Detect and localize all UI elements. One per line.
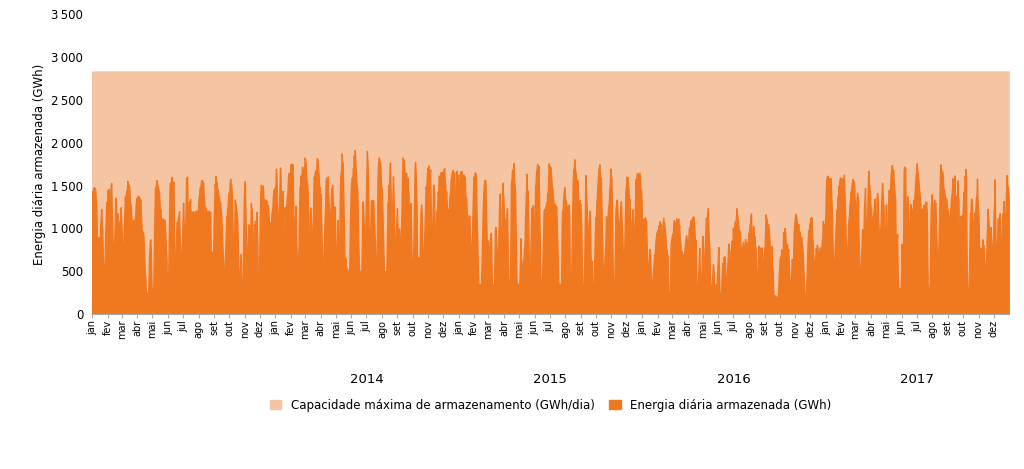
Text: 2014: 2014 [350, 372, 384, 386]
Legend: Capacidade máxima de armazenamento (GWh/dia), Energia diária armazenada (GWh): Capacidade máxima de armazenamento (GWh/… [265, 394, 836, 416]
Text: 2015: 2015 [534, 372, 567, 386]
Y-axis label: Energia diária armazenada (GWh): Energia diária armazenada (GWh) [33, 63, 46, 265]
Text: 2016: 2016 [717, 372, 751, 386]
Text: 2017: 2017 [900, 372, 934, 386]
